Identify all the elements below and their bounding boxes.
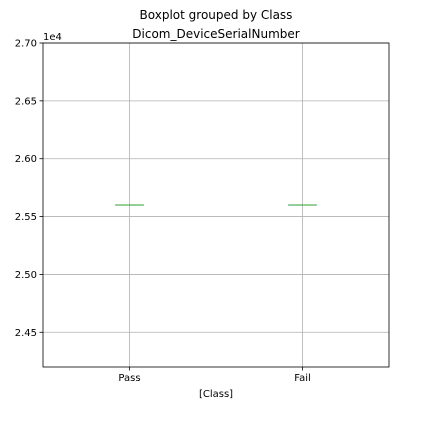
y-tick-label: 2.65	[15, 96, 37, 107]
y-tick-label: 2.70	[15, 39, 37, 50]
x-tick-label: Pass	[118, 373, 140, 384]
chart-title: Dicom_DeviceSerialNumber	[132, 27, 299, 41]
y-tick-label: 2.50	[15, 270, 37, 281]
y-offset-label: 1e4	[43, 32, 62, 43]
axis-ticks: 2.45 2.50 2.55 2.60 2.65 2.70 Pass Fail	[15, 39, 311, 385]
x-axis-label: [Class]	[199, 389, 233, 400]
plot-frame	[42, 42, 390, 368]
chart-suptitle: Boxplot grouped by Class	[140, 8, 293, 22]
y-tick-label: 2.45	[15, 328, 37, 339]
y-tick-label: 2.60	[15, 154, 37, 165]
grid-lines	[43, 42, 389, 367]
y-tick-label: 2.55	[15, 212, 37, 223]
x-tick-label: Fail	[294, 373, 311, 384]
